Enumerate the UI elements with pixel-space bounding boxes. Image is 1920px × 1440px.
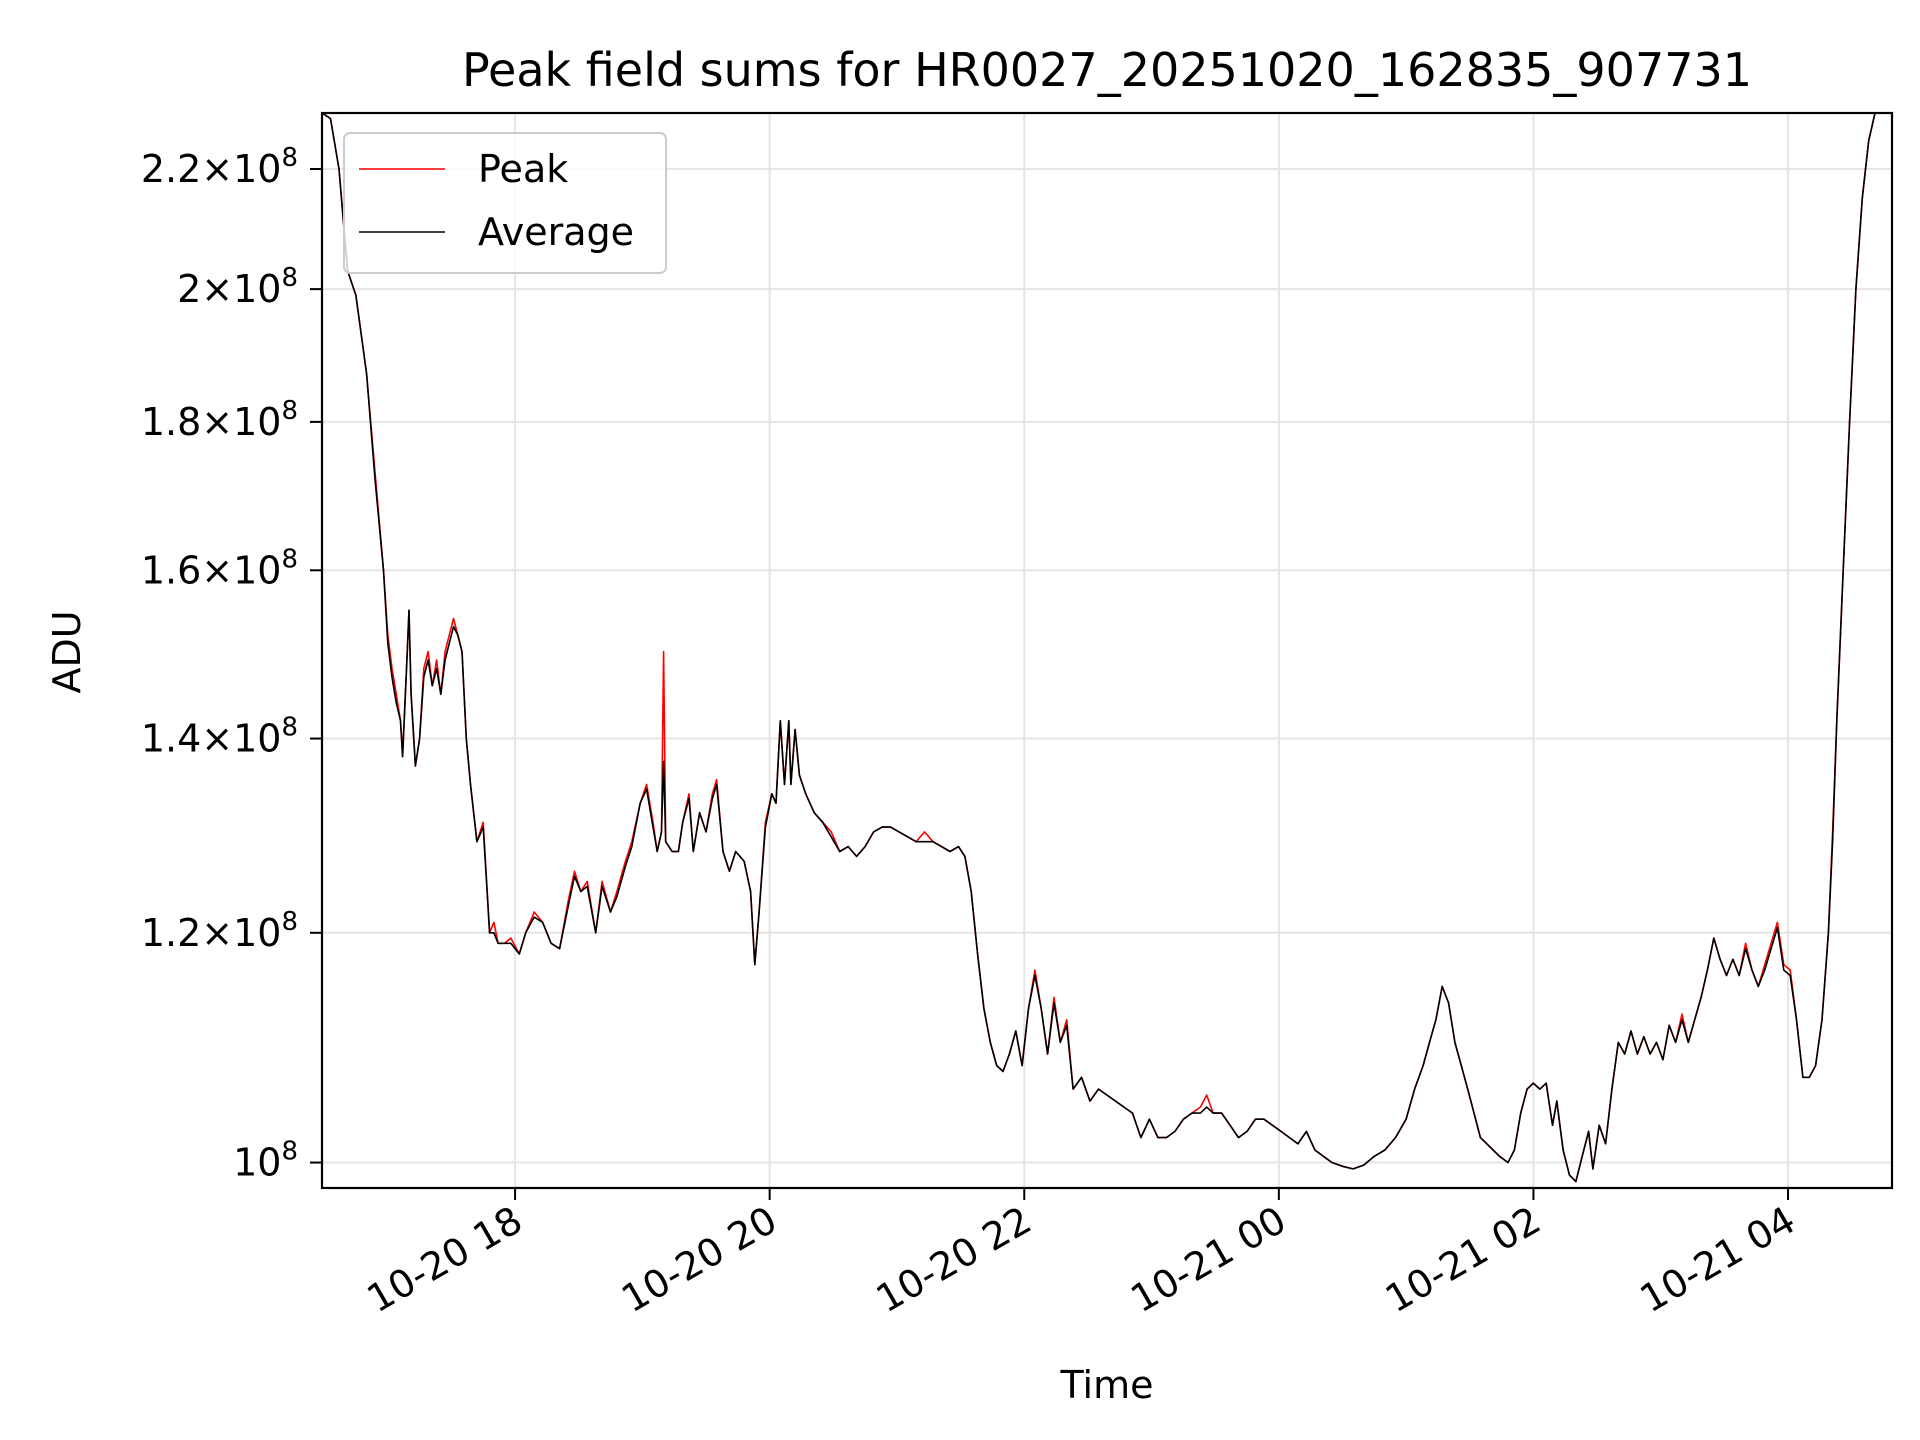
y-tick-label: 1.6×108	[141, 544, 298, 592]
y-tick-label: 1.4×108	[141, 713, 298, 761]
legend: Peak Average	[343, 132, 667, 274]
series-layer	[322, 113, 1876, 1183]
grid	[322, 113, 1892, 1188]
y-tick-label: 2.2×108	[141, 143, 298, 191]
series-line-average	[322, 113, 1876, 1183]
y-tick-label: 1.8×108	[141, 396, 298, 444]
plot-frame	[320, 111, 1894, 1190]
legend-box	[343, 132, 667, 274]
y-tick-label: 1.2×108	[141, 907, 298, 955]
y-axis-label: ADU	[45, 610, 89, 693]
y-tick-label: 108	[233, 1137, 298, 1185]
legend-label-peak: Peak	[478, 147, 568, 191]
y-axis: 108 1.2×108 1.4×108 1.6×108 1.8×108 2×108 2.2×…	[141, 143, 322, 1185]
legend-label-average: Average	[478, 210, 634, 254]
x-axis-label: Time	[1060, 1363, 1154, 1407]
chart-title: Peak field sums for HR0027_20251020_1628…	[462, 43, 1752, 97]
y-tick-label: 2×108	[177, 263, 298, 311]
